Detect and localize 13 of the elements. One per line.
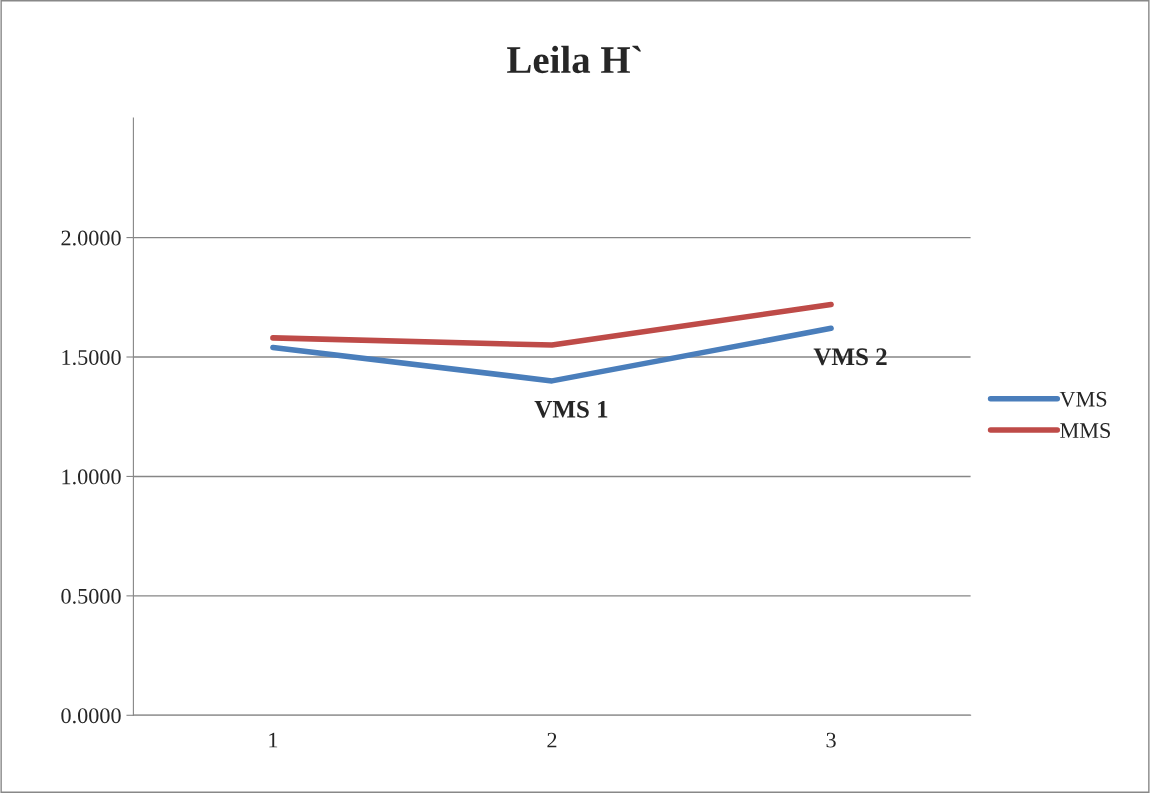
x-tick-label: 2 [547, 732, 557, 748]
y-tick-label: 1.0000 [62, 469, 121, 485]
x-tick-label: 3 [826, 732, 836, 748]
y-tick-label: 2.0000 [61, 230, 121, 246]
chart-title: Leila H` [507, 45, 641, 74]
legend-label: VMS [1059, 391, 1107, 407]
y-tick-label: 0.5000 [61, 588, 121, 604]
annotation: VMS 2 [813, 348, 887, 366]
x-tick-label: 1 [269, 732, 278, 748]
annotation: VMS 1 [534, 400, 608, 418]
y-tick-label: 0.0000 [61, 708, 121, 724]
legend-label: MMS [1060, 423, 1110, 439]
y-tick-label: 1.5000 [62, 349, 121, 366]
